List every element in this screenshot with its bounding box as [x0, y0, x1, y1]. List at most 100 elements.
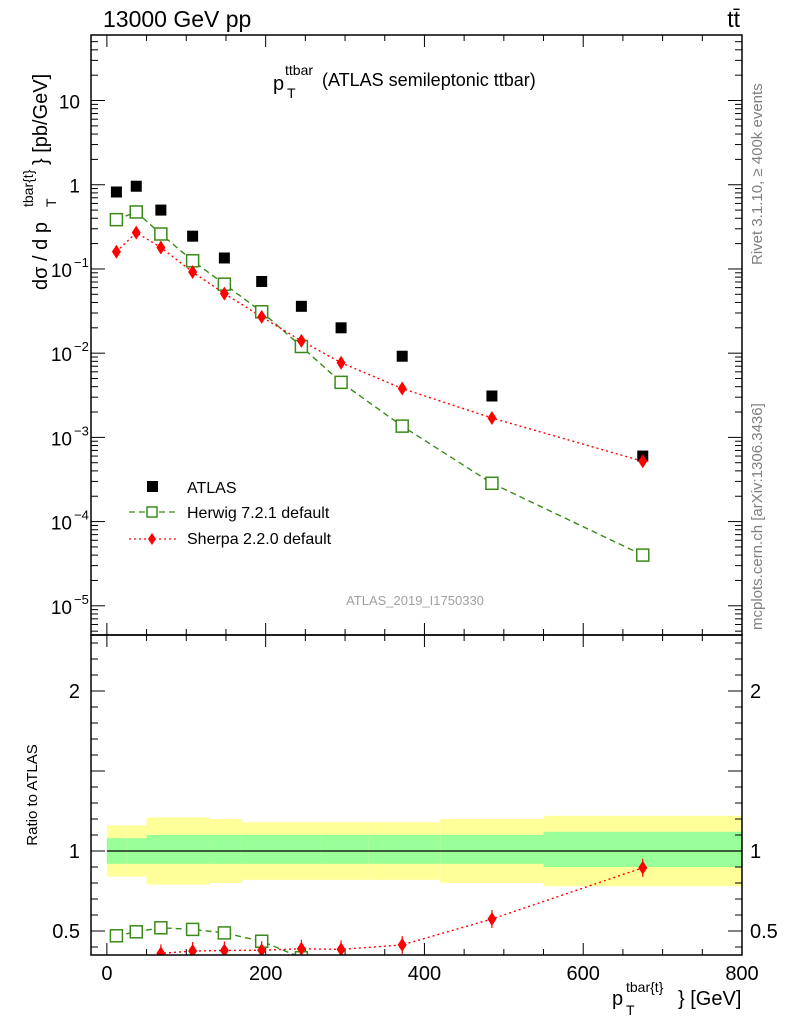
herwig-point	[334, 375, 348, 390]
inner-uncertainty-band	[241, 835, 282, 864]
y-tick-label: 10	[51, 429, 72, 450]
herwig-point	[485, 476, 499, 491]
ratio-y-tick-label-right: 2	[750, 681, 761, 703]
ratio-y-tick-label: 1	[69, 841, 80, 863]
ratio-panel-axes: 0 200 400 600 800 0.5 0.5 1 1 2 2	[52, 635, 778, 985]
mcplots-label: mcplots.cern.ch [arXiv:1306.3436]	[749, 403, 766, 630]
x-tick-label: 800	[725, 963, 758, 985]
herwig-ratio-point	[109, 929, 124, 943]
sherpa-ratio-point	[257, 943, 267, 955]
atlas-data-point	[130, 180, 142, 192]
y-tick-label: 10	[59, 93, 80, 114]
y-tick-label-exponent: −4	[74, 508, 89, 523]
sherpa-ratio-point	[336, 942, 346, 955]
legend-marker-herwig	[146, 506, 158, 518]
legend-label-herwig: Herwig 7.2.1 default	[187, 505, 330, 522]
ratio-y-tick-label: 2	[69, 681, 80, 703]
atlas-data-point	[396, 350, 408, 362]
herwig-ratio-point	[335, 969, 347, 981]
herwig-ratio-point	[637, 994, 649, 1006]
ratio-y-tick-label-right: 0.5	[750, 921, 778, 943]
sherpa-point	[131, 225, 141, 240]
ratio-y-axis-title: Ratio to ATLAS	[24, 744, 41, 845]
legend-label-sherpa: Sherpa 2.2.0 default	[187, 531, 332, 548]
sherpa-ratio-point	[132, 959, 141, 973]
legend-label-atlas: ATLAS	[187, 480, 237, 497]
y-axis-title-sup: tbar{t}	[20, 169, 36, 207]
sherpa-ratio-point	[156, 946, 166, 955]
y-axis-title: dσ / d p T tbar{t} } [pb/GeV]	[20, 74, 59, 290]
plot-title-sup: ttbar	[285, 62, 313, 78]
y-axis-title-unit: } [pb/GeV]	[30, 74, 52, 165]
x-axis-title-unit: } [GeV]	[678, 988, 741, 1010]
sherpa-point	[219, 286, 229, 301]
atlas-data-point	[486, 390, 498, 402]
sherpa-ratio-point	[296, 941, 306, 955]
sherpa-point	[296, 333, 306, 348]
y-tick-label: 1	[69, 177, 80, 198]
ratio-y-tick-label-right: 1	[750, 841, 761, 863]
y-axis-title-main: dσ / d p	[30, 222, 52, 290]
herwig-point	[129, 205, 144, 219]
herwig-ratio-line	[116, 927, 297, 955]
herwig-point	[395, 419, 409, 433]
inner-uncertainty-band	[368, 835, 441, 864]
main-panel-marks	[109, 180, 650, 562]
herwig-ratio-point	[486, 990, 498, 1002]
y-tick-label: 10	[51, 261, 72, 282]
sherpa-ratio-point	[397, 937, 407, 952]
herwig-ratio-point	[217, 926, 232, 940]
inner-uncertainty-band	[281, 835, 322, 864]
herwig-ratio-point	[396, 981, 408, 993]
y-tick-label-exponent: −3	[74, 423, 89, 438]
sherpa-ratio-point	[188, 944, 198, 955]
y-tick-label-exponent: −5	[74, 592, 89, 607]
inner-uncertainty-band	[321, 835, 369, 864]
sherpa-line	[115, 231, 643, 462]
herwig-point	[154, 227, 168, 241]
legend: ATLAS Herwig 7.2.1 default Sherpa 2.2.0 …	[129, 480, 332, 548]
x-axis-title-sub: T	[626, 1002, 635, 1018]
sherpa-ratio-point	[487, 912, 497, 926]
y-axis-title-sub: T	[43, 198, 59, 207]
y-tick-label-exponent: −1	[74, 255, 89, 270]
herwig-ratio-point	[129, 925, 144, 939]
legend-marker-sherpa	[148, 533, 156, 545]
herwig-point	[636, 548, 650, 562]
x-axis-title-main: p	[612, 988, 623, 1010]
sherpa-point	[257, 309, 267, 324]
inner-uncertainty-band	[440, 835, 544, 864]
analysis-id-label: ATLAS_2019_I1750330	[346, 593, 484, 608]
plot-title-rest: (ATLAS semileptonic ttbar)	[322, 70, 536, 90]
ratio-y-tick-label: 0.5	[52, 921, 80, 943]
x-axis-title-sup: tbar{t}	[626, 979, 664, 995]
ratio-panel-frame	[90, 634, 743, 956]
y-tick-label: 10	[51, 598, 72, 619]
sherpa-point	[188, 265, 198, 280]
x-tick-label: 200	[249, 963, 282, 985]
sherpa-ratio-point	[112, 973, 121, 987]
sherpa-ratio-point	[638, 860, 648, 875]
herwig-point	[185, 254, 200, 268]
ratio-uncertainty-bands	[106, 815, 742, 887]
inner-uncertainty-band	[146, 835, 211, 864]
inner-uncertainty-band	[210, 835, 242, 864]
sherpa-point	[638, 454, 648, 469]
sherpa-point	[487, 410, 497, 425]
ratio-panel-marks	[109, 858, 649, 1006]
atlas-data-point	[256, 275, 268, 287]
y-tick-label: 10	[51, 514, 72, 535]
energy-label: 13000 GeV pp	[103, 6, 251, 32]
sherpa-point	[111, 244, 121, 259]
atlas-data-point	[110, 186, 122, 198]
herwig-ratio-point	[185, 922, 200, 937]
herwig-ratio-point	[154, 921, 168, 935]
herwig-point	[109, 212, 124, 227]
process-label: tt̄	[727, 6, 740, 32]
atlas-data-point	[335, 322, 347, 334]
x-tick-label: 600	[567, 963, 600, 985]
atlas-data-point	[218, 252, 230, 264]
